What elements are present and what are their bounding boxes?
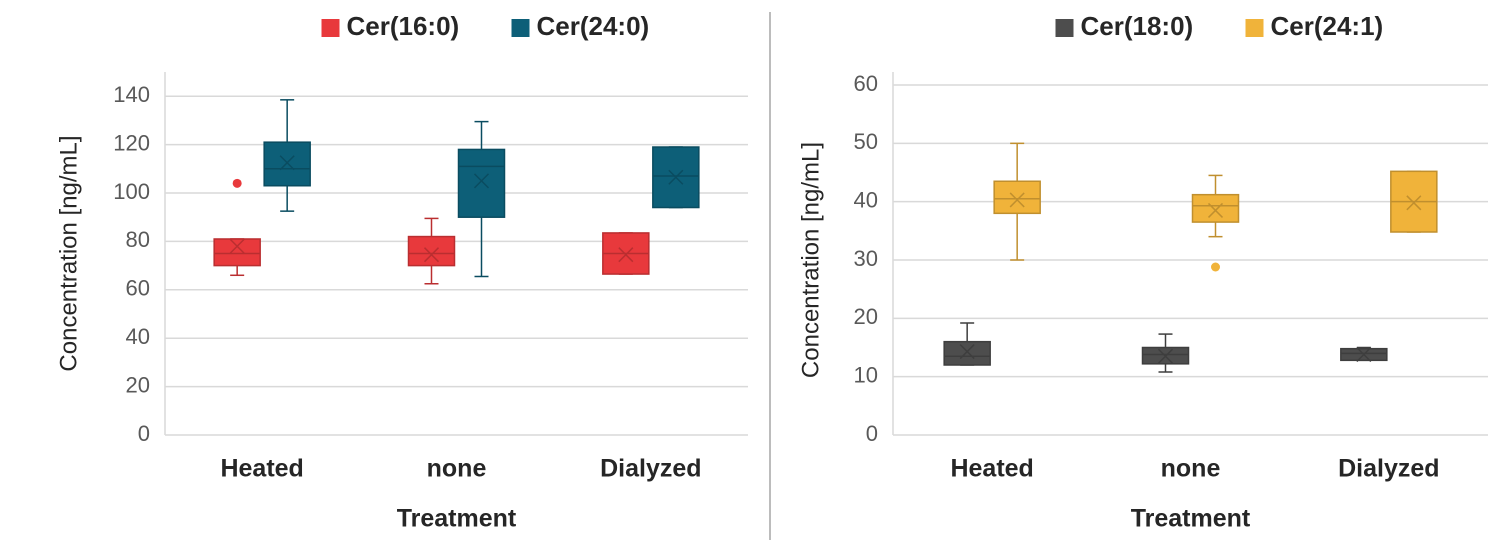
y-tick-label: 120: [113, 130, 150, 155]
mean-marker: [618, 247, 634, 263]
x-tick-label: none: [1161, 455, 1221, 483]
mean-marker: [1207, 202, 1224, 218]
x-tick-label: Heated: [950, 455, 1033, 483]
y-tick-label: 40: [126, 324, 150, 349]
box: [213, 238, 261, 267]
mean-marker: [1009, 192, 1025, 208]
y-tick-label: 30: [854, 246, 878, 271]
legend-label: Cer(24:0): [537, 11, 650, 41]
box: [263, 141, 311, 187]
legend-swatch: [511, 19, 530, 37]
y-tick-label: 60: [854, 71, 878, 96]
box: [993, 180, 1041, 215]
legend-swatch: [1055, 19, 1074, 37]
box: [1191, 193, 1240, 223]
mean-marker: [279, 155, 295, 171]
legend-label: Cer(24:1): [1271, 11, 1384, 41]
mean-marker: [959, 344, 975, 360]
outlier: [232, 178, 242, 188]
mean-marker: [1157, 348, 1174, 364]
y-tick-label: 80: [126, 227, 150, 252]
mean-marker: [1406, 195, 1422, 211]
y-tick-label: 50: [854, 129, 878, 154]
x-tick-label: none: [427, 455, 487, 483]
y-axis-label: Concentration [ng/mL]: [55, 135, 82, 371]
x-axis-label: Treatment: [397, 505, 517, 533]
box: [457, 148, 506, 218]
box: [943, 340, 991, 366]
y-tick-label: 20: [126, 372, 150, 397]
mean-marker: [423, 247, 440, 263]
mean-marker: [229, 238, 245, 254]
legend-swatch: [1245, 19, 1264, 37]
y-tick-label: 100: [113, 179, 150, 204]
y-tick-label: 40: [854, 187, 878, 212]
legend-swatch: [321, 19, 340, 37]
y-tick-label: 140: [113, 82, 150, 107]
y-tick-label: 60: [126, 276, 150, 301]
mean-marker: [473, 173, 490, 189]
legend-label: Cer(18:0): [1081, 11, 1194, 41]
mean-marker: [1356, 346, 1372, 363]
y-tick-label: 0: [138, 421, 150, 446]
x-tick-label: Dialyzed: [600, 455, 701, 483]
outlier: [1211, 262, 1220, 272]
x-tick-label: Heated: [220, 455, 303, 483]
y-tick-label: 0: [866, 421, 878, 446]
box: [407, 235, 456, 267]
x-tick-label: Dialyzed: [1338, 455, 1439, 483]
y-axis-label: Concentration [ng/mL]: [797, 142, 824, 378]
y-tick-label: 20: [854, 304, 878, 329]
x-axis-label: Treatment: [1131, 505, 1251, 533]
legend-label: Cer(16:0): [347, 11, 460, 41]
mean-marker: [668, 169, 684, 185]
y-tick-label: 10: [854, 362, 878, 387]
